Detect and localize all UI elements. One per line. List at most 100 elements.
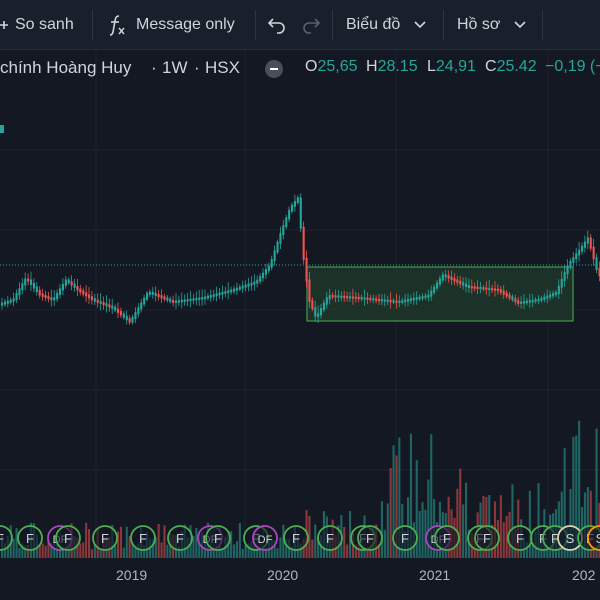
volume-bar <box>398 437 401 558</box>
volume-bar <box>595 428 598 558</box>
interval-label[interactable]: 1W <box>162 58 188 77</box>
candle-body <box>386 299 389 302</box>
candle-body <box>183 299 186 302</box>
candle-body <box>67 279 70 284</box>
candle-body <box>293 201 296 207</box>
candle-body <box>119 311 122 316</box>
exchange-label: HSX <box>205 58 240 77</box>
candle-body <box>61 283 64 291</box>
candle-body <box>320 308 323 316</box>
candle-body <box>3 301 6 305</box>
collapse-legend-button[interactable] <box>264 59 284 84</box>
event-marker-label: F <box>292 531 300 546</box>
candle-body <box>595 257 598 271</box>
chart-menu-button[interactable]: Biểu đồ <box>346 0 426 49</box>
candle-body <box>128 318 131 323</box>
candle-body <box>583 241 586 248</box>
candle-body <box>273 250 276 262</box>
candle-body <box>148 291 151 295</box>
volume-bar <box>90 549 93 558</box>
candle-body <box>50 297 53 301</box>
legend-dot: · <box>194 58 200 77</box>
volume-bar <box>61 546 64 558</box>
candle-body <box>302 226 305 260</box>
candle-body <box>186 299 189 302</box>
event-marker-label: F <box>101 531 109 546</box>
price-marker <box>0 125 4 133</box>
candle-body <box>140 302 143 310</box>
candle-body <box>546 295 549 299</box>
volume-bar <box>578 420 581 558</box>
candle-body <box>85 292 88 297</box>
candle-body <box>227 290 230 294</box>
candle-body <box>325 297 328 305</box>
candle-body <box>198 297 201 300</box>
volume-bar <box>575 435 578 558</box>
indicators-button[interactable]: Message only <box>106 0 235 49</box>
volume-bar <box>238 523 241 558</box>
candle-body <box>462 282 465 286</box>
candle-body <box>485 287 488 290</box>
volume-bar <box>195 527 198 558</box>
volume-bar <box>47 540 50 558</box>
candle-body <box>296 197 299 203</box>
volume-bar <box>160 542 163 558</box>
ohlc-close: C25.42 <box>485 58 537 75</box>
candle-body <box>395 300 398 303</box>
range-rectangle[interactable] <box>306 266 574 322</box>
volume-bar <box>511 484 514 558</box>
candle-body <box>192 298 195 301</box>
candle-body <box>409 298 412 302</box>
indicators-label: Message only <box>136 15 235 33</box>
candle-body <box>151 291 154 295</box>
candle-body <box>24 278 27 286</box>
volume-bar <box>128 536 131 558</box>
volume-bar <box>505 516 508 558</box>
price-chart[interactable]: FFDFFFFFDFFFDFFFFFFDFFFFFFFSFS <box>0 50 600 600</box>
candle-body <box>334 295 337 298</box>
candle-body <box>93 298 96 302</box>
candle-body <box>482 287 485 290</box>
volume-bar <box>12 538 15 558</box>
event-marker-label: F <box>483 531 491 546</box>
candle-body <box>499 288 502 293</box>
candle-body <box>206 295 209 299</box>
event-markers: FFDFFFFFDFFFDFFFFFFDFFFFFFFSFS <box>0 525 600 551</box>
chevron-down-icon <box>414 20 426 28</box>
candle-body <box>372 298 375 301</box>
undo-button[interactable] <box>266 0 288 49</box>
compare-button[interactable]: So sanh <box>0 0 74 49</box>
candle-body <box>392 300 395 303</box>
candle-body <box>21 283 24 291</box>
candle-body <box>114 306 117 311</box>
event-marker-label: F <box>214 531 222 546</box>
volume-bar <box>282 524 285 558</box>
candle-body <box>250 282 253 286</box>
candle-body <box>586 237 589 244</box>
candle-body <box>308 279 311 302</box>
candle-body <box>549 294 552 298</box>
ohlc-change: −0,19 (− <box>545 58 600 75</box>
candle-body <box>82 290 85 295</box>
volume-bar <box>38 545 41 558</box>
volume-bar <box>572 436 575 558</box>
volume-bar <box>192 536 195 558</box>
candle-body <box>41 293 44 297</box>
profile-menu-button[interactable]: Hồ sơ <box>457 0 526 49</box>
candle-body <box>285 217 288 228</box>
candle-body <box>560 278 563 288</box>
minus-circle-icon <box>265 60 283 78</box>
volume-bar <box>157 523 160 558</box>
volume-bar <box>125 526 128 558</box>
legend-dot: · <box>151 58 157 77</box>
redo-button[interactable] <box>300 0 322 49</box>
candle-body <box>218 292 221 296</box>
volume-bar <box>569 488 572 558</box>
event-marker <box>392 525 418 551</box>
candle-body <box>38 289 41 296</box>
volume-bar <box>93 543 96 558</box>
candle-body <box>337 295 340 298</box>
candle-body <box>496 288 499 291</box>
candle-body <box>340 295 343 298</box>
volume-bar <box>502 522 505 558</box>
